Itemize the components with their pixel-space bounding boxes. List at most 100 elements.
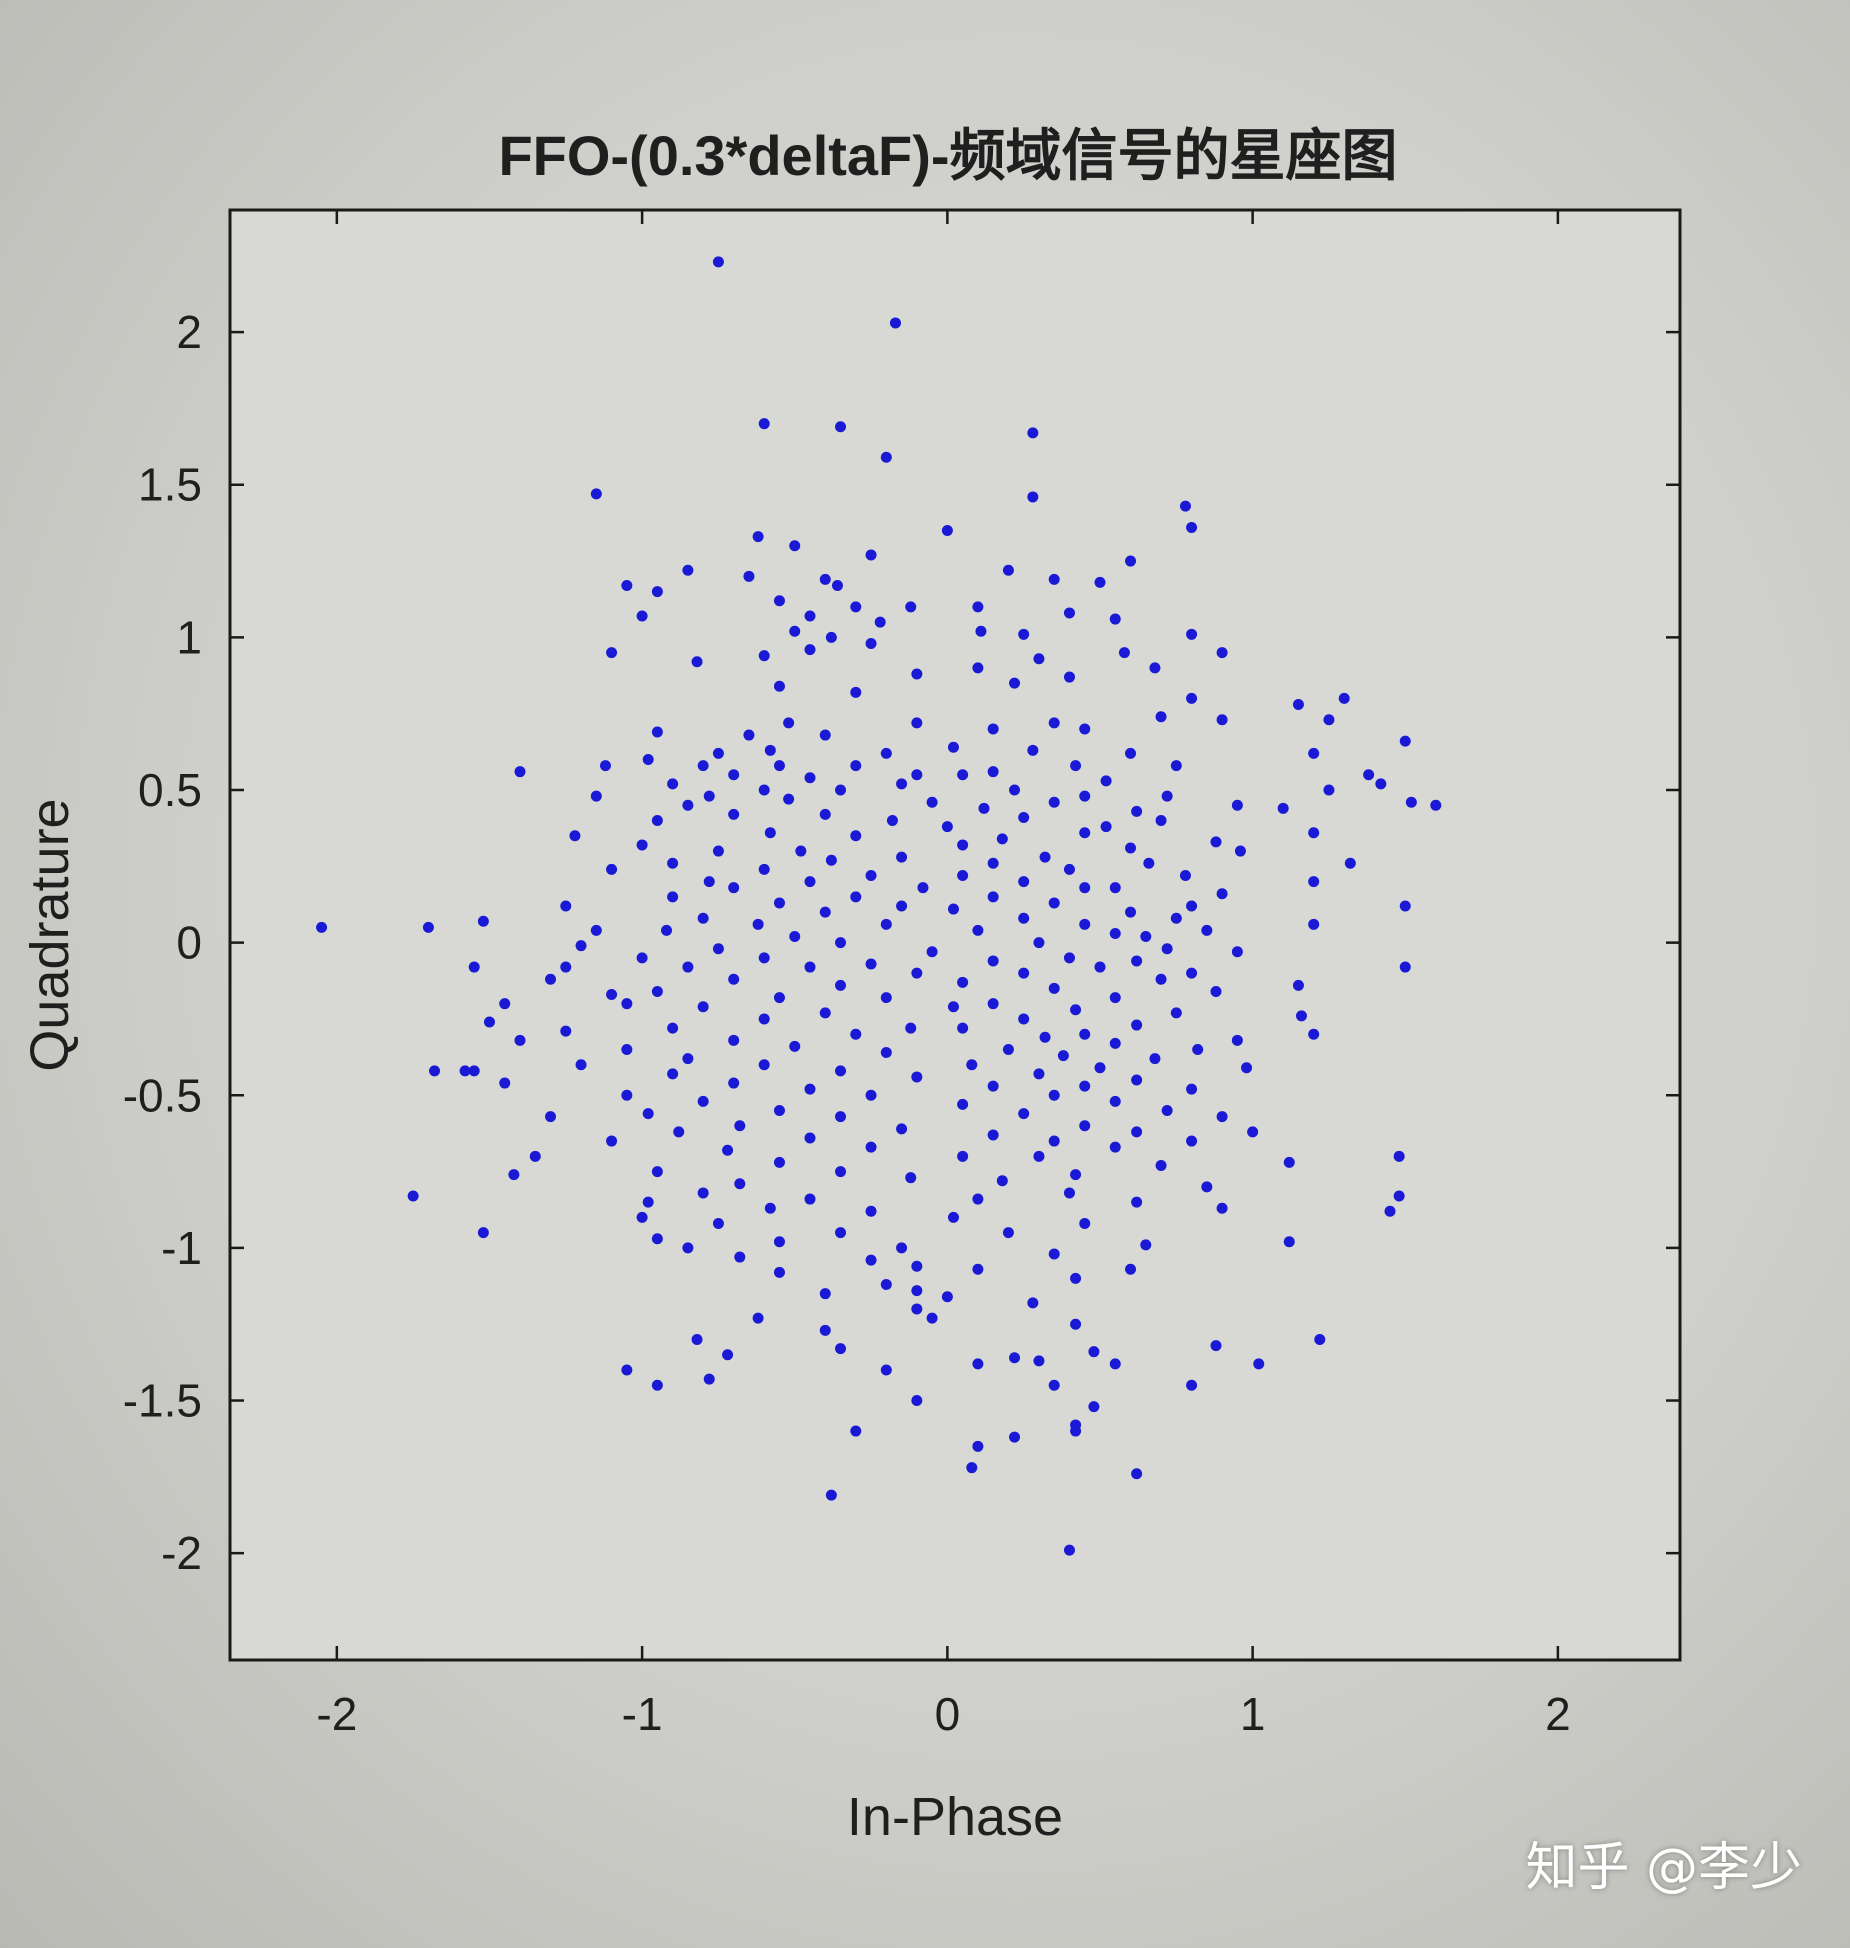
data-point <box>499 998 511 1010</box>
data-point <box>1131 955 1143 967</box>
data-point <box>667 1022 679 1034</box>
data-point <box>712 256 724 268</box>
data-point <box>1314 1333 1326 1345</box>
data-point <box>1277 802 1289 814</box>
data-point <box>880 918 892 930</box>
data-point <box>880 747 892 759</box>
y-tick-label: -1.5 <box>123 1375 202 1427</box>
data-point <box>1048 1379 1060 1391</box>
data-point <box>896 1123 908 1135</box>
data-point <box>996 1175 1008 1187</box>
data-point <box>804 1193 816 1205</box>
data-point <box>1033 1068 1045 1080</box>
data-point <box>835 1227 847 1239</box>
data-point <box>1002 1227 1014 1239</box>
data-point <box>703 876 715 888</box>
data-point <box>1100 775 1112 787</box>
data-point <box>1118 647 1130 659</box>
data-point <box>1192 1043 1204 1055</box>
data-point <box>712 747 724 759</box>
data-point <box>773 680 785 692</box>
data-point <box>865 549 877 561</box>
data-point <box>1109 1095 1121 1107</box>
data-point <box>835 421 847 433</box>
data-point <box>996 833 1008 845</box>
data-point <box>789 1040 801 1052</box>
y-tick-label: -2 <box>161 1527 202 1579</box>
data-point <box>804 1132 816 1144</box>
data-point <box>1048 982 1060 994</box>
data-point <box>743 570 755 582</box>
data-point <box>758 650 770 662</box>
data-point <box>773 1266 785 1278</box>
data-point <box>590 488 602 500</box>
data-point <box>905 601 917 613</box>
data-point <box>752 531 764 543</box>
data-point <box>972 1263 984 1275</box>
data-point <box>1063 671 1075 683</box>
data-point <box>850 601 862 613</box>
y-tick-label: -1 <box>161 1222 202 1274</box>
data-point <box>682 961 694 973</box>
data-point <box>1201 1181 1213 1193</box>
data-point <box>1033 937 1045 949</box>
data-point <box>667 1068 679 1080</box>
data-point <box>606 1135 618 1147</box>
data-point <box>1109 1358 1121 1370</box>
data-point <box>1344 857 1356 869</box>
data-point <box>1018 628 1030 640</box>
plot-area <box>228 208 1682 1662</box>
data-point <box>850 1425 862 1437</box>
data-point <box>819 1324 831 1336</box>
data-point <box>896 778 908 790</box>
data-point <box>1009 677 1021 689</box>
data-point <box>575 940 587 952</box>
data-point <box>941 821 953 833</box>
data-point <box>1018 1013 1030 1025</box>
data-point <box>1363 769 1375 781</box>
data-point <box>947 741 959 753</box>
data-point <box>560 1025 572 1037</box>
data-point <box>722 1349 734 1361</box>
data-point <box>621 998 633 1010</box>
data-point <box>1308 747 1320 759</box>
data-point <box>764 1202 776 1214</box>
data-point <box>1109 613 1121 625</box>
data-point <box>957 869 969 881</box>
data-point <box>508 1169 520 1181</box>
data-point <box>978 802 990 814</box>
data-point <box>682 564 694 576</box>
data-point <box>850 830 862 842</box>
data-point <box>911 769 923 781</box>
data-point <box>1027 1297 1039 1309</box>
data-point <box>972 662 984 674</box>
data-point <box>1247 1126 1259 1138</box>
data-point <box>911 967 923 979</box>
data-point <box>1048 717 1060 729</box>
data-point <box>972 1193 984 1205</box>
data-point <box>758 952 770 964</box>
data-point <box>728 973 740 985</box>
data-point <box>957 1022 969 1034</box>
data-point <box>1009 1352 1021 1364</box>
data-point <box>804 644 816 656</box>
data-point <box>1125 906 1137 918</box>
data-point <box>1048 897 1060 909</box>
y-tick-label: -0.5 <box>123 1069 202 1121</box>
data-point <box>734 1178 746 1190</box>
data-point <box>697 1095 709 1107</box>
data-point <box>1079 723 1091 735</box>
data-point <box>697 760 709 772</box>
data-point <box>896 851 908 863</box>
data-point <box>987 891 999 903</box>
data-point <box>1048 796 1060 808</box>
data-point <box>850 760 862 772</box>
data-point <box>1323 714 1335 726</box>
data-point <box>1292 979 1304 991</box>
data-point <box>1063 952 1075 964</box>
data-point <box>987 1080 999 1092</box>
data-point <box>703 790 715 802</box>
data-point <box>691 656 703 668</box>
data-point <box>1048 1135 1060 1147</box>
data-point <box>651 726 663 738</box>
